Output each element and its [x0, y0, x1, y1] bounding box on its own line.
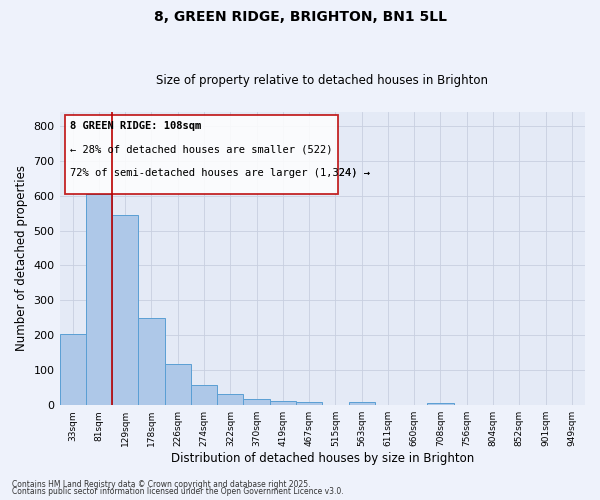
- Bar: [217, 394, 244, 405]
- Text: 8, GREEN RIDGE, BRIGHTON, BN1 5LL: 8, GREEN RIDGE, BRIGHTON, BN1 5LL: [154, 10, 446, 24]
- Text: 8 GREEN RIDGE: 108sqm: 8 GREEN RIDGE: 108sqm: [70, 120, 202, 130]
- Bar: [59, 334, 86, 405]
- Bar: [270, 400, 296, 405]
- Bar: [164, 364, 191, 405]
- Bar: [112, 215, 139, 405]
- Bar: [349, 402, 375, 405]
- Text: ← 28% of detached houses are smaller (522): ← 28% of detached houses are smaller (52…: [70, 144, 332, 154]
- Y-axis label: Number of detached properties: Number of detached properties: [15, 166, 28, 352]
- Bar: [139, 318, 164, 405]
- Bar: [427, 404, 454, 405]
- Text: ← 28% of detached houses are smaller (522): ← 28% of detached houses are smaller (52…: [70, 144, 332, 154]
- Text: 8 GREEN RIDGE: 108sqm: 8 GREEN RIDGE: 108sqm: [70, 120, 202, 130]
- Text: 72% of semi-detached houses are larger (1,324) →: 72% of semi-detached houses are larger (…: [70, 168, 370, 177]
- Bar: [244, 399, 270, 405]
- Title: Size of property relative to detached houses in Brighton: Size of property relative to detached ho…: [156, 74, 488, 87]
- FancyBboxPatch shape: [65, 114, 338, 194]
- Bar: [296, 402, 322, 405]
- Text: Contains public sector information licensed under the Open Government Licence v3: Contains public sector information licen…: [12, 487, 344, 496]
- X-axis label: Distribution of detached houses by size in Brighton: Distribution of detached houses by size …: [170, 452, 474, 465]
- Text: Contains HM Land Registry data © Crown copyright and database right 2025.: Contains HM Land Registry data © Crown c…: [12, 480, 311, 489]
- Bar: [86, 194, 112, 405]
- Text: 72% of semi-detached houses are larger (1,324) →: 72% of semi-detached houses are larger (…: [70, 168, 370, 177]
- Bar: [191, 386, 217, 405]
